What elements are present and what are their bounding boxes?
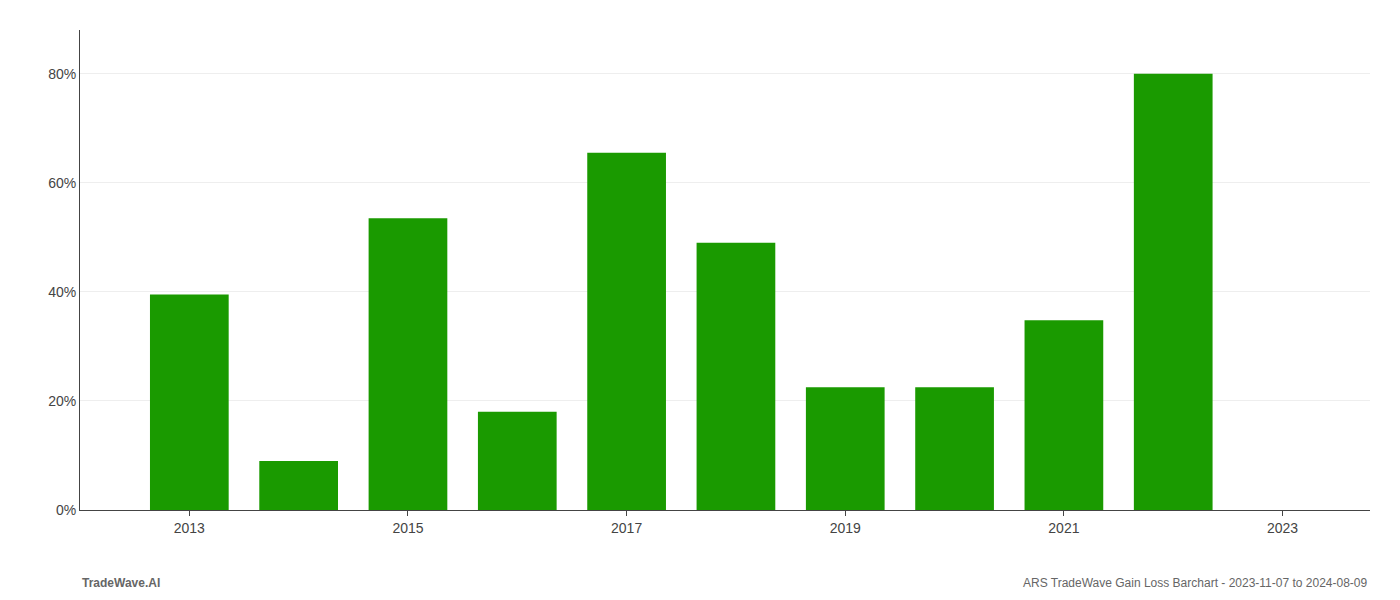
svg-text:ARS TradeWave Gain Loss Barcha: ARS TradeWave Gain Loss Barchart - 2023-…: [1023, 576, 1368, 590]
svg-text:2015: 2015: [392, 520, 423, 536]
svg-text:0%: 0%: [56, 502, 76, 518]
svg-text:80%: 80%: [48, 66, 76, 82]
svg-text:2017: 2017: [611, 520, 642, 536]
svg-text:60%: 60%: [48, 175, 76, 191]
svg-text:2019: 2019: [830, 520, 861, 536]
svg-text:TradeWave.AI: TradeWave.AI: [82, 576, 160, 590]
svg-text:20%: 20%: [48, 393, 76, 409]
svg-text:2023: 2023: [1267, 520, 1298, 536]
svg-text:2013: 2013: [174, 520, 205, 536]
svg-text:2021: 2021: [1048, 520, 1079, 536]
svg-text:40%: 40%: [48, 284, 76, 300]
